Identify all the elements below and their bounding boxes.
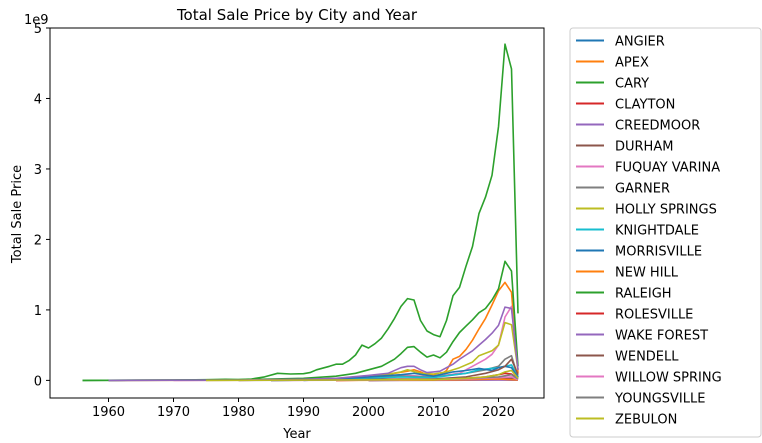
legend-label: KNIGHTDALE [615, 224, 699, 239]
x-tick-label: 1960 [92, 405, 125, 420]
y-axis-ticks: 0 1 2 3 4 5 [34, 22, 50, 389]
legend-label: FUQUAY VARINA [615, 161, 720, 176]
plot-frame [49, 27, 545, 399]
series-line-apex [108, 281, 519, 382]
plot-lines [82, 43, 519, 382]
legend-label: ZEBULON [615, 413, 677, 428]
y-tick-label: 0 [34, 374, 42, 389]
legend-label: DURHAM [615, 140, 673, 155]
y-tick-label: 2 [34, 233, 42, 248]
x-tick-label: 2000 [352, 405, 385, 420]
series-line-holly-springs [270, 321, 519, 382]
series-line-cary [82, 43, 519, 382]
legend-label: CREEDMOOR [615, 119, 700, 134]
legend-label: WAKE FOREST [615, 329, 708, 344]
x-tick-label: 1990 [287, 405, 320, 420]
legend-label: NEW HILL [615, 266, 679, 281]
legend-label: APEX [615, 56, 649, 71]
legend-label: ANGIER [615, 35, 665, 50]
legend-label: YOUNGSVILLE [614, 392, 705, 407]
y-tick-label: 3 [34, 163, 42, 178]
y-tick-label: 1 [34, 304, 42, 319]
legend-label: MORRISVILLE [615, 245, 702, 260]
y-tick-label: 4 [34, 92, 42, 107]
legend-label: HOLLY SPRINGS [615, 203, 717, 218]
y-tick-label: 5 [34, 22, 42, 37]
legend-box [569, 27, 762, 438]
series-line-wake-forest [108, 306, 519, 382]
x-axis-label: Year [282, 427, 311, 442]
legend: ANGIER APEX CARY CLAYTON CREEDMOOR DURHAM FUQU… [576, 35, 722, 428]
legend-label: ROLESVILLE [615, 308, 693, 323]
legend-label: CLAYTON [615, 98, 675, 113]
legend-label: GARNER [615, 182, 670, 197]
y-axis-label: Total Sale Price [10, 165, 25, 264]
x-tick-label: 1980 [222, 405, 255, 420]
x-tick-label: 2010 [417, 405, 450, 420]
series-line-zebulon [205, 369, 519, 382]
series-line-raleigh [82, 260, 519, 382]
legend-label: RALEIGH [615, 287, 672, 302]
chart-title: Total Sale Price by City and Year [176, 6, 418, 24]
legend-label: CARY [615, 77, 649, 92]
legend-label: WILLOW SPRING [615, 371, 722, 386]
y-multiplier-label: 1e9 [24, 13, 49, 28]
x-axis-ticks: 1960 1970 1980 1990 2000 2010 2020 [92, 398, 515, 420]
x-tick-label: 1970 [157, 405, 190, 420]
legend-label: WENDELL [615, 350, 679, 365]
series-line-fuquay-varina [173, 305, 519, 382]
x-tick-label: 2020 [482, 405, 515, 420]
